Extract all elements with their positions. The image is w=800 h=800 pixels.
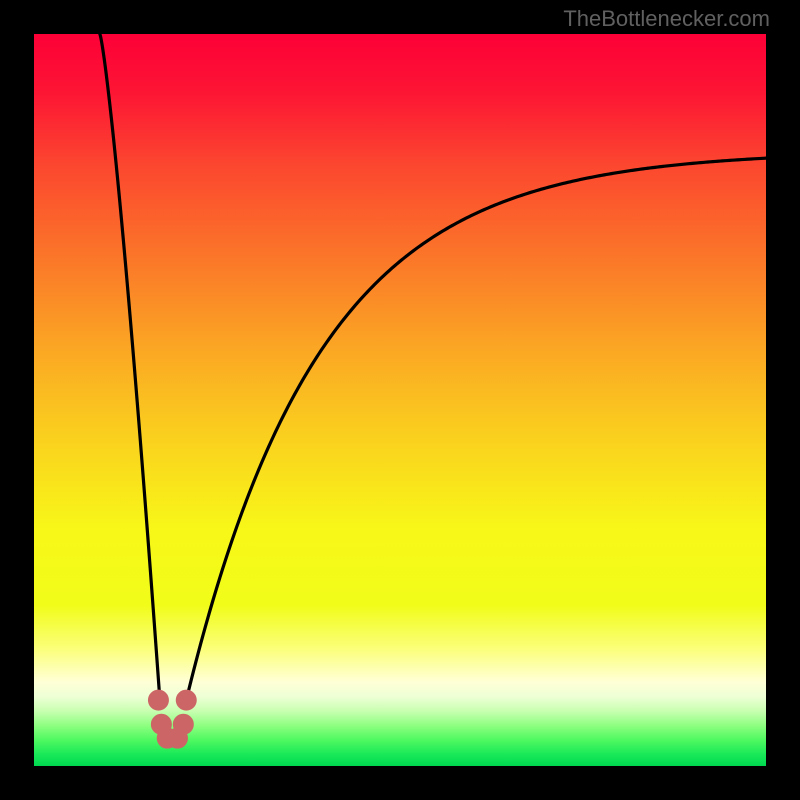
- watermark-text: TheBottlenecker.com: [563, 6, 770, 32]
- valley-marker: [148, 690, 168, 710]
- gradient-background: [34, 34, 766, 766]
- plot-area: [34, 34, 766, 766]
- valley-marker: [173, 714, 193, 734]
- valley-marker: [176, 690, 196, 710]
- chart-svg: [34, 34, 766, 766]
